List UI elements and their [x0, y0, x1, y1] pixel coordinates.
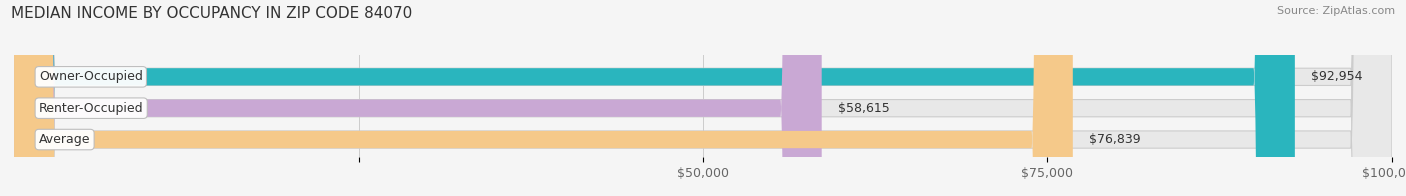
Text: Source: ZipAtlas.com: Source: ZipAtlas.com: [1277, 6, 1395, 16]
Text: $58,615: $58,615: [838, 102, 890, 115]
Text: $76,839: $76,839: [1090, 133, 1140, 146]
Text: Average: Average: [39, 133, 90, 146]
Text: $92,954: $92,954: [1312, 70, 1362, 83]
FancyBboxPatch shape: [14, 0, 1295, 196]
Text: Renter-Occupied: Renter-Occupied: [39, 102, 143, 115]
Text: Owner-Occupied: Owner-Occupied: [39, 70, 143, 83]
FancyBboxPatch shape: [14, 0, 1073, 196]
FancyBboxPatch shape: [14, 0, 821, 196]
FancyBboxPatch shape: [14, 0, 1392, 196]
FancyBboxPatch shape: [14, 0, 1392, 196]
FancyBboxPatch shape: [14, 0, 1392, 196]
Text: MEDIAN INCOME BY OCCUPANCY IN ZIP CODE 84070: MEDIAN INCOME BY OCCUPANCY IN ZIP CODE 8…: [11, 6, 412, 21]
